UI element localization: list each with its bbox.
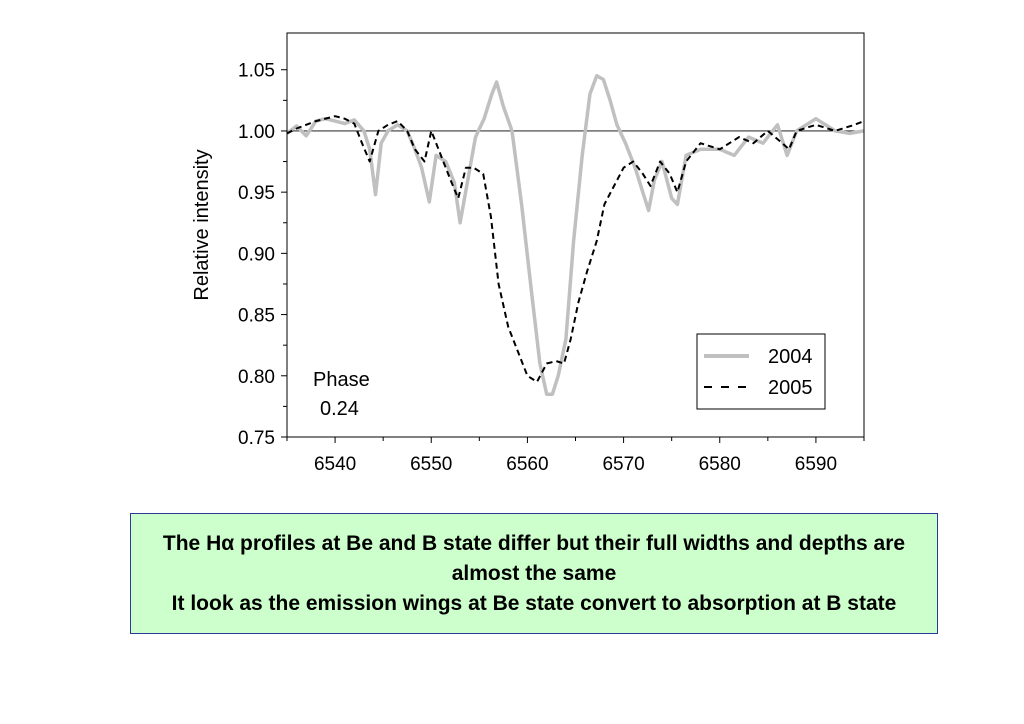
x-tick-label: 6570 [602,454,644,475]
y-tick-label: 0.80 [238,367,275,388]
axis-ticks [281,69,865,443]
y-tick-label: 0.90 [238,244,275,265]
phase-label: Phase [313,369,370,391]
legend: 2004 2005 [696,333,826,410]
y-tick-label: 0.85 [238,306,275,327]
series-line-2004 [285,74,865,396]
y-tick-label: 1.00 [238,122,275,143]
y-tick-label: 0.95 [238,183,275,204]
series-layer [285,74,865,396]
caption-line-2: It look as the emission wings at Be stat… [171,591,897,615]
caption-line-1: The Hα profiles at Be and B state differ… [162,531,906,585]
series-line-2005 [286,115,865,383]
phase-value: 0.24 [320,398,359,420]
axis-tick-labels: 6540 6550 6560 6570 6580 6590 0.75 0.80 0.85 0.90… [238,61,837,475]
x-tick-label: 6580 [699,454,741,475]
y-tick-label: 0.75 [238,428,275,449]
x-tick-label: 6540 [314,454,356,475]
legend-box [696,333,826,410]
caption-box: The Hα profiles at Be and B state differ… [130,513,938,634]
x-tick-label: 6560 [506,454,548,475]
chart: 6540 6550 6560 6570 6580 6590 0.75 0.80 0.85 0.90… [191,32,865,475]
legend-label-2004: 2004 [768,346,813,368]
y-tick-label: 1.05 [238,61,275,82]
y-axis-title: Relative intensity [191,149,213,300]
legend-label-2005: 2005 [768,377,813,399]
x-tick-label: 6550 [410,454,452,475]
x-tick-label: 6590 [795,454,837,475]
